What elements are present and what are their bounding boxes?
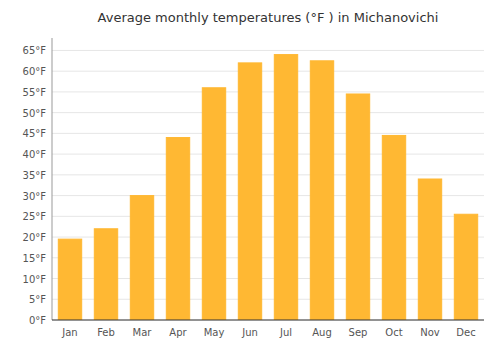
x-tick-label: Nov xyxy=(420,327,440,338)
bar xyxy=(58,239,81,320)
grid-line xyxy=(52,320,484,321)
bar xyxy=(418,179,441,320)
bar xyxy=(202,88,225,320)
x-tick-label: Jul xyxy=(279,327,292,338)
x-tick-label: Sep xyxy=(349,327,368,338)
bar xyxy=(346,94,369,320)
chart: Average monthly temperatures (°F ) in Mi… xyxy=(0,0,500,350)
y-tick-label: 30°F xyxy=(23,191,47,202)
y-axis-line xyxy=(52,38,53,320)
grid-line xyxy=(52,91,484,92)
y-axis: 0°F 5°F 10°F 15°F 20°F 25°F 30°F 35°F 40°F 45°F 50… xyxy=(23,38,52,326)
y-tick-label: 55°F xyxy=(23,87,47,98)
chart-container: Average monthly temperatures (°F ) in Mi… xyxy=(0,0,500,350)
y-tick-label: 35°F xyxy=(23,170,47,181)
y-tick-label: 65°F xyxy=(23,45,47,56)
grid-line xyxy=(52,174,484,175)
x-tick-label: Aug xyxy=(312,327,332,338)
y-tick-label: 20°F xyxy=(23,232,47,243)
x-tick-label: Dec xyxy=(456,327,475,338)
x-tick-label: Jan xyxy=(61,327,77,338)
x-tick-label: Feb xyxy=(97,327,115,338)
x-axis-line xyxy=(52,320,484,321)
title: Average monthly temperatures (°F ) in Mi… xyxy=(98,10,439,25)
bar xyxy=(94,229,117,320)
bar xyxy=(382,135,405,320)
grid-line xyxy=(52,112,484,113)
bar xyxy=(166,138,189,320)
y-tick-label: 40°F xyxy=(23,149,47,160)
x-tick-label: May xyxy=(204,327,225,338)
y-tick-label: 5°F xyxy=(29,294,46,305)
y-tick-label: 45°F xyxy=(23,128,47,139)
y-tick-label: 50°F xyxy=(23,108,47,119)
grid xyxy=(52,50,484,320)
y-tick-label: 60°F xyxy=(23,66,47,77)
y-tick-label: 10°F xyxy=(23,274,47,285)
x-tick-label: Oct xyxy=(385,327,402,338)
bars xyxy=(58,55,477,320)
x-tick-label: Mar xyxy=(133,327,153,338)
x-tick-label: Apr xyxy=(169,327,187,338)
bar xyxy=(238,63,261,320)
grid-line xyxy=(52,71,484,72)
grid-line xyxy=(52,50,484,51)
bar xyxy=(454,214,477,320)
x-axis: Jan Feb Mar Apr May Jun Jul Aug Sep Oct Nov Dec xyxy=(52,320,484,338)
y-tick-label: 25°F xyxy=(23,211,47,222)
grid-line xyxy=(52,154,484,155)
bar xyxy=(310,61,333,320)
grid-line xyxy=(52,133,484,134)
bar xyxy=(130,196,153,320)
y-tick-label: 0°F xyxy=(29,315,46,326)
y-tick-label: 15°F xyxy=(23,253,47,264)
bar xyxy=(274,55,297,320)
x-tick-label: Jun xyxy=(241,327,258,338)
